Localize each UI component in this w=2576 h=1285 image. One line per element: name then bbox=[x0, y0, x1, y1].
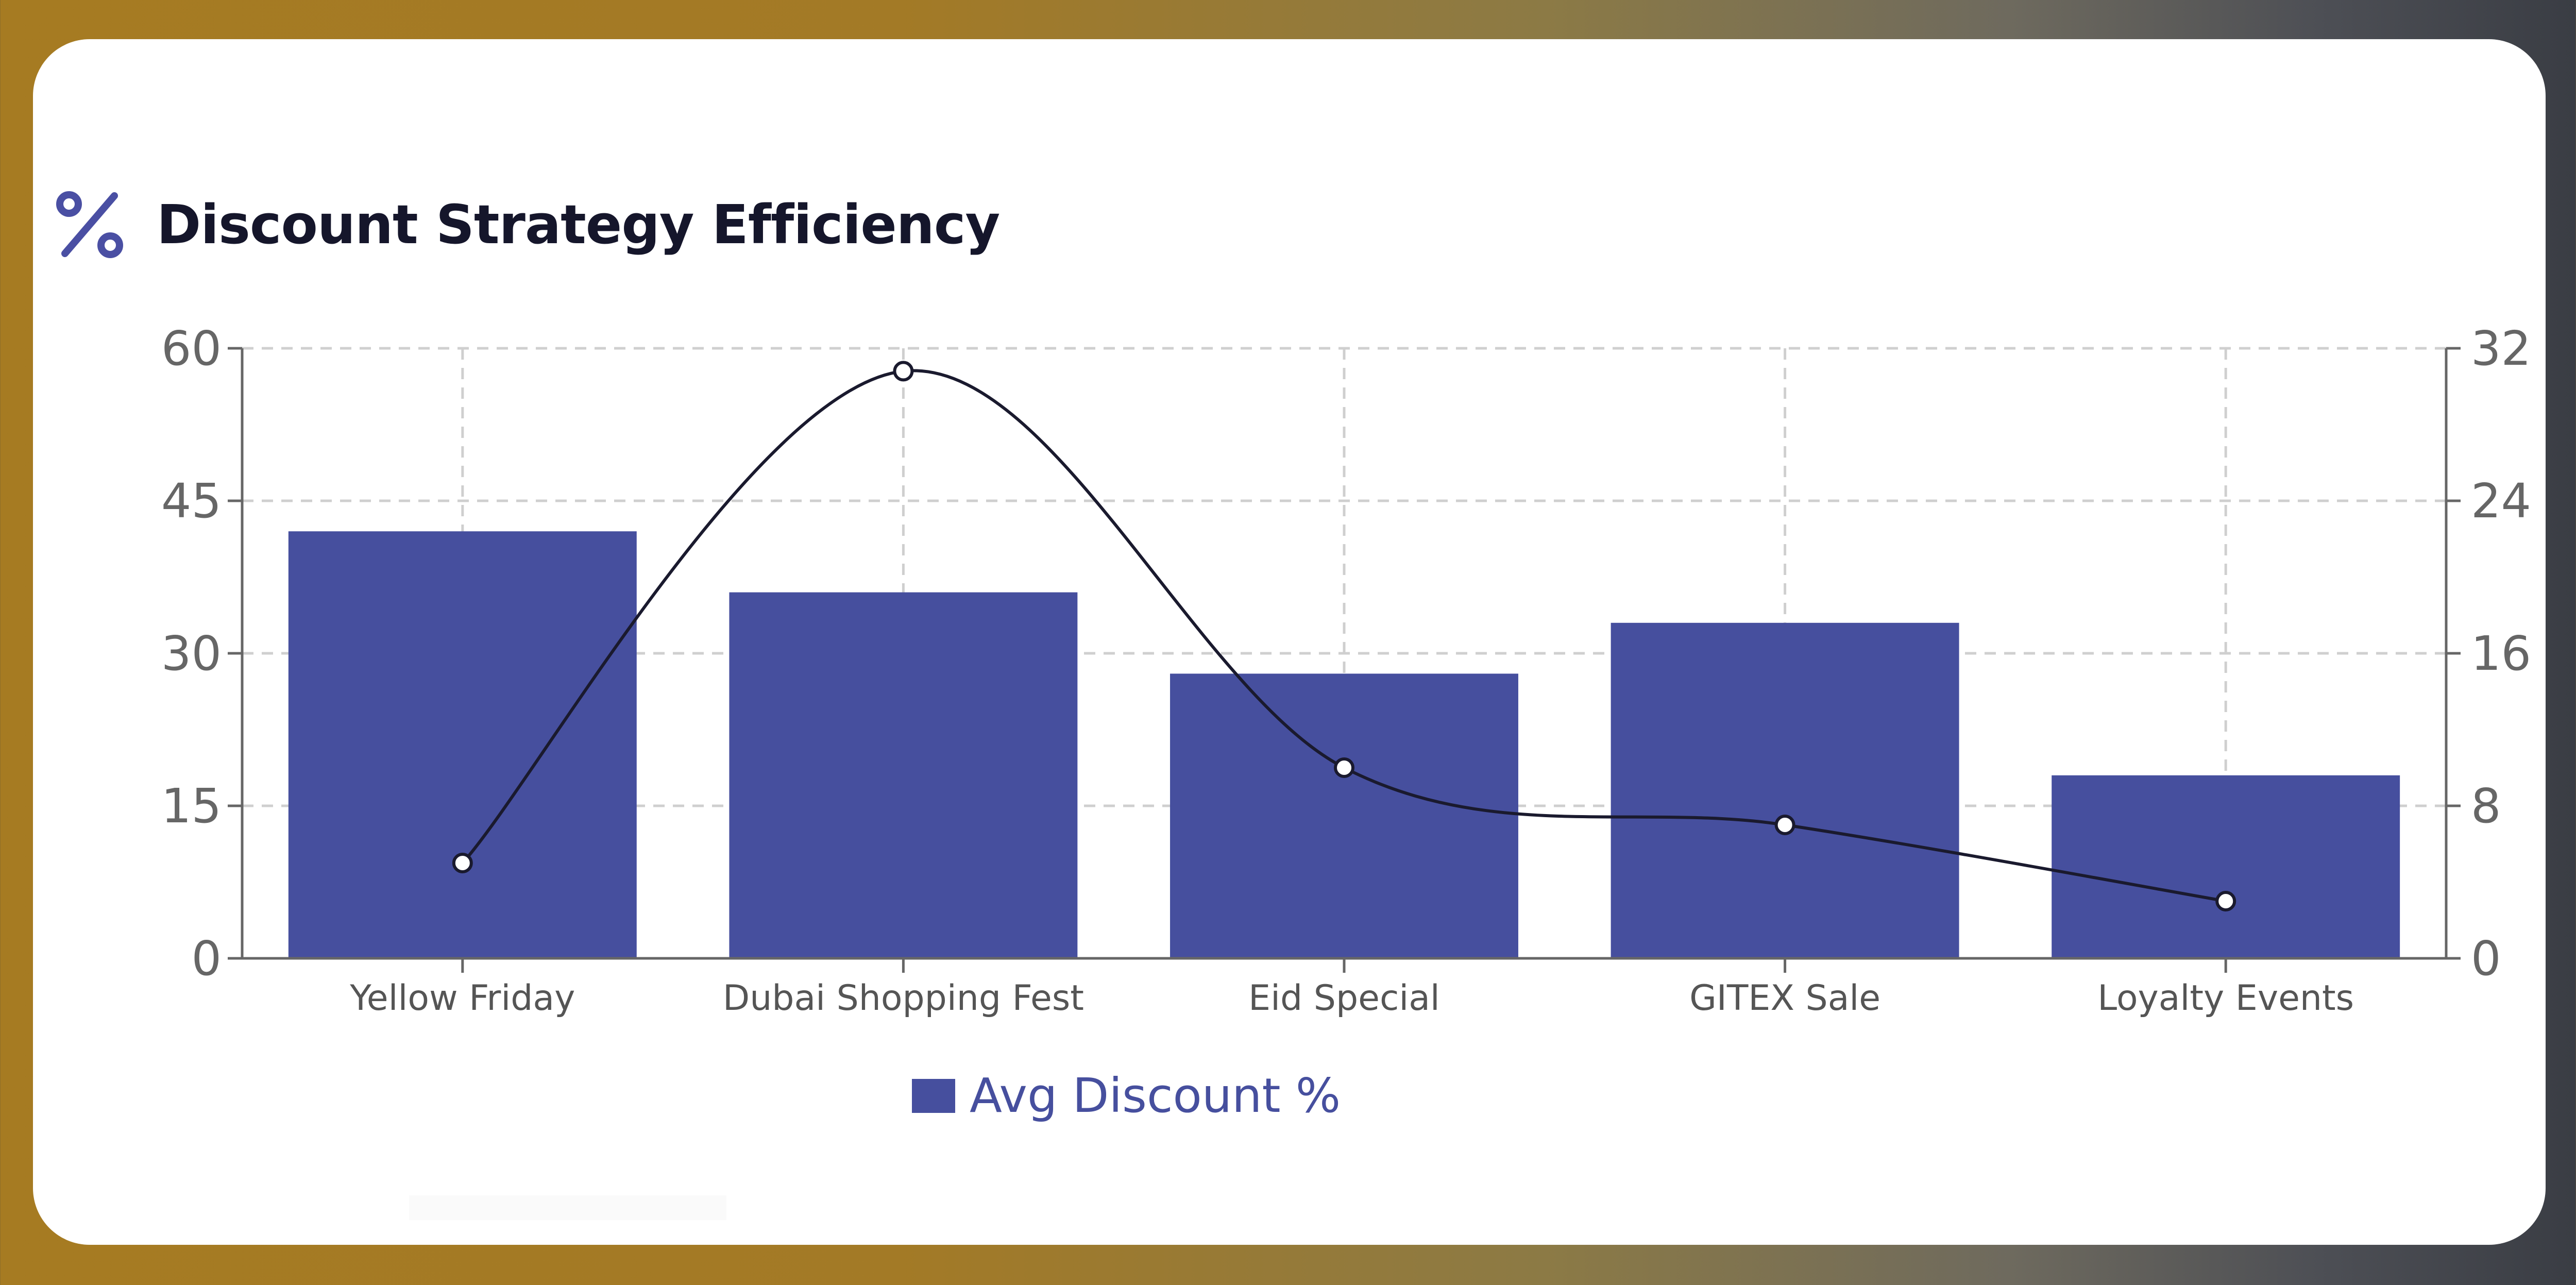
x-tick-label: GITEX Sale bbox=[1689, 978, 1880, 1019]
x-tick-label: Yellow Friday bbox=[349, 978, 575, 1019]
bar bbox=[729, 592, 1078, 958]
bar bbox=[1170, 673, 1518, 958]
chart-title: Discount Strategy Efficiency bbox=[157, 193, 1000, 256]
line-series bbox=[461, 369, 2226, 903]
line-point bbox=[452, 853, 473, 873]
legend-swatch bbox=[912, 1079, 955, 1113]
legend-label: Avg Discount % bbox=[970, 1068, 1341, 1123]
y-tick-label-right: 24 bbox=[2471, 474, 2531, 529]
y-tick-label-left: 45 bbox=[161, 474, 222, 529]
y-tick-label-right: 16 bbox=[2471, 626, 2531, 681]
line-point bbox=[1774, 815, 1795, 835]
chart-header: Discount Strategy Efficiency bbox=[54, 173, 1000, 276]
x-tick-label: Loyalty Events bbox=[2097, 978, 2354, 1019]
bar bbox=[2052, 775, 2400, 958]
line-point bbox=[893, 361, 914, 382]
x-tick-label: Eid Special bbox=[1248, 978, 1440, 1019]
x-tick-label: Dubai Shopping Fest bbox=[723, 978, 1084, 1019]
y-tick-label-right: 32 bbox=[2471, 321, 2531, 376]
percent-icon bbox=[54, 189, 126, 261]
line-point bbox=[1334, 757, 1354, 778]
y-tick-label-left: 15 bbox=[161, 779, 222, 834]
bar bbox=[288, 531, 637, 958]
y-tick-label-left: 60 bbox=[161, 321, 222, 376]
y-tick-label-left: 30 bbox=[161, 626, 222, 681]
y-tick-label-right: 0 bbox=[2471, 931, 2501, 986]
y-tick-label-right: 8 bbox=[2471, 779, 2501, 834]
bar bbox=[1611, 622, 1959, 958]
scroll-placeholder bbox=[409, 1195, 726, 1220]
y-tick-label-left: 0 bbox=[191, 931, 222, 986]
line-point bbox=[2215, 891, 2236, 911]
